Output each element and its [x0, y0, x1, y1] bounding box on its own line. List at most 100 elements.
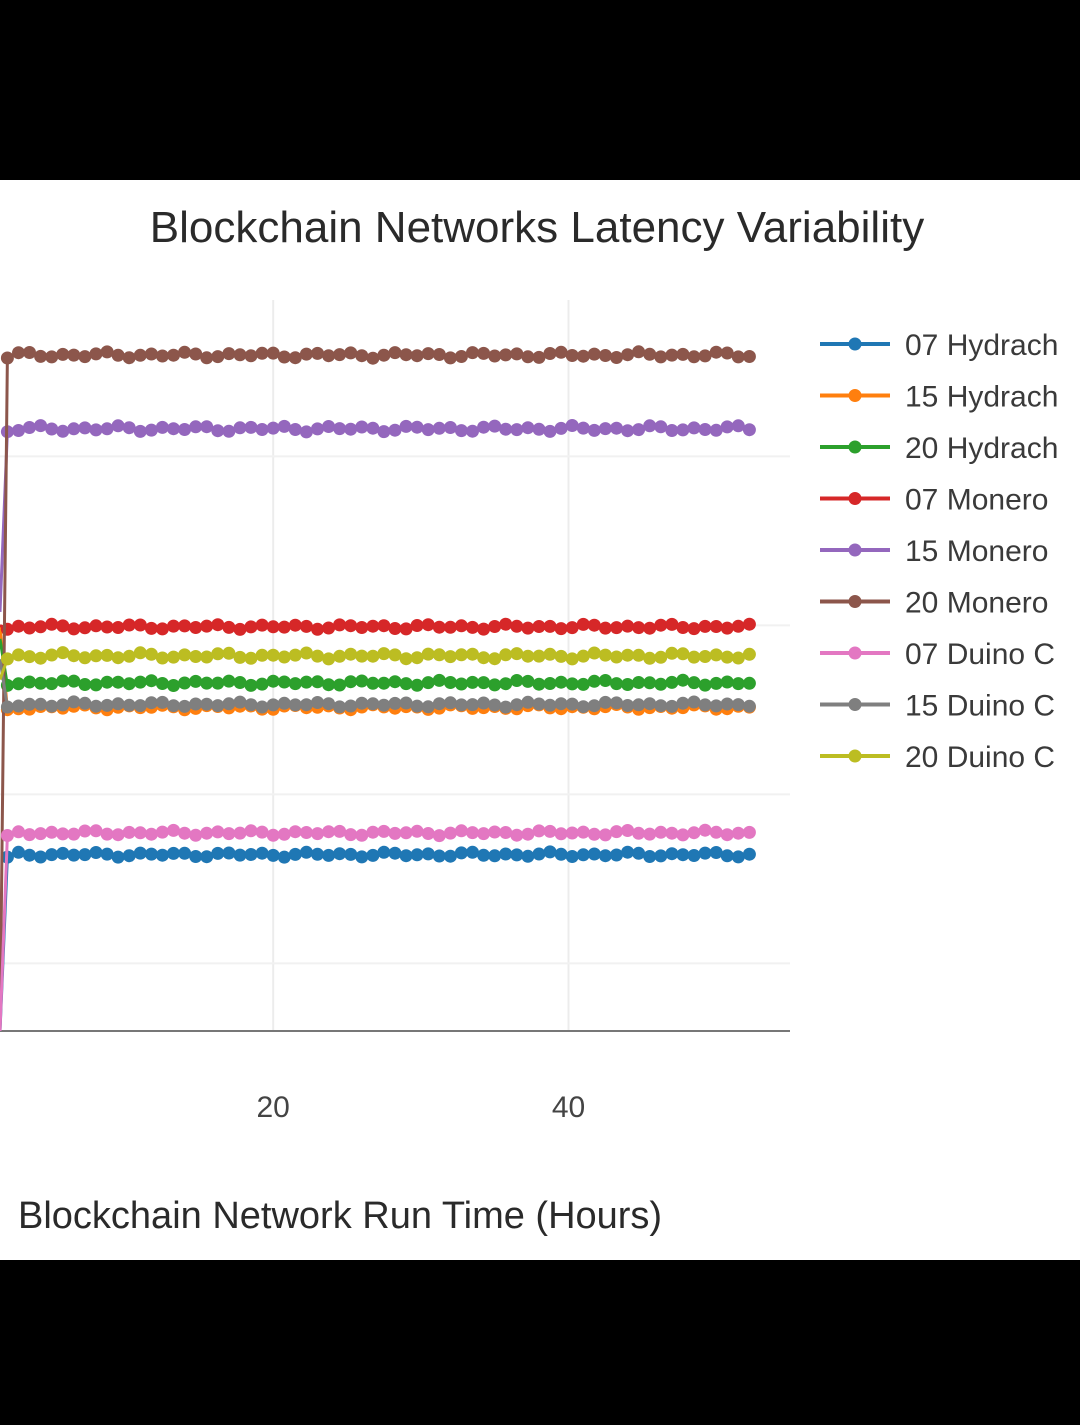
data-point	[665, 847, 679, 861]
data-point	[167, 650, 180, 664]
data-point	[56, 646, 70, 660]
data-point	[576, 649, 590, 663]
data-point	[610, 825, 623, 839]
data-point	[576, 617, 590, 631]
data-point	[565, 349, 579, 362]
legend-item-20-hydrach[interactable]: 20 Hydrach	[820, 432, 1058, 465]
data-point	[477, 346, 491, 360]
data-point	[499, 847, 513, 861]
data-point	[122, 825, 136, 839]
data-point	[543, 347, 557, 360]
data-point	[665, 424, 679, 437]
data-point	[34, 850, 48, 864]
data-point	[255, 846, 269, 860]
data-point	[255, 677, 269, 691]
data-point	[610, 848, 623, 862]
data-point	[576, 421, 590, 435]
data-point	[543, 647, 557, 661]
data-point	[421, 700, 435, 714]
data-point	[344, 847, 358, 861]
data-point	[532, 620, 546, 633]
data-point	[621, 619, 635, 633]
data-point	[543, 619, 557, 633]
data-point	[676, 347, 690, 361]
data-point	[510, 647, 524, 661]
data-point	[266, 346, 280, 360]
data-point	[643, 827, 657, 841]
data-point	[466, 845, 479, 859]
data-point	[244, 678, 258, 692]
data-point	[233, 695, 247, 709]
legend-item-20-monero[interactable]: 20 Monero	[820, 587, 1048, 620]
data-point	[222, 846, 236, 860]
x-axis-title: Blockchain Network Run Time (Hours)	[18, 1195, 662, 1237]
data-point	[12, 648, 25, 662]
data-point	[421, 676, 435, 690]
data-point	[565, 621, 579, 635]
data-point	[443, 826, 457, 840]
data-point	[554, 827, 568, 841]
data-point	[676, 673, 690, 687]
legend-label: 15 Hydrach	[905, 381, 1058, 414]
data-point	[731, 350, 745, 364]
legend-item-15-duino-c[interactable]: 15 Duino C	[820, 690, 1055, 723]
legend-item-07-hydrach[interactable]: 07 Hydrach	[820, 329, 1058, 362]
data-point	[178, 846, 192, 860]
data-point	[56, 827, 70, 841]
data-point	[598, 849, 612, 863]
data-point	[89, 649, 103, 663]
data-point	[45, 617, 59, 631]
data-point	[709, 620, 723, 633]
data-point	[322, 678, 336, 692]
data-point	[643, 697, 657, 711]
legend-item-20-duino-c[interactable]: 20 Duino C	[820, 741, 1055, 774]
data-point	[598, 674, 612, 687]
legend[interactable]: 07 Hydrach 15 Hydrach 20 Hydrach 07 Monero 1…	[820, 329, 1058, 774]
data-point	[377, 348, 391, 362]
data-point	[598, 695, 612, 709]
data-point	[244, 698, 258, 712]
data-point	[233, 826, 247, 840]
data-point	[388, 675, 402, 689]
data-point	[720, 621, 734, 635]
legend-item-07-monero[interactable]: 07 Monero	[820, 484, 1048, 517]
data-point	[687, 350, 701, 364]
data-point	[632, 648, 646, 662]
data-point	[100, 422, 114, 436]
data-point	[111, 419, 125, 433]
data-point	[344, 699, 358, 713]
data-point	[499, 826, 513, 839]
legend-swatch-marker	[848, 492, 862, 505]
legend-item-15-hydrach[interactable]: 15 Hydrach	[820, 381, 1058, 414]
legend-item-07-duino-c[interactable]: 07 Duino C	[820, 638, 1055, 671]
data-point	[654, 350, 668, 364]
data-point	[366, 619, 380, 633]
data-point	[488, 825, 502, 839]
data-point	[56, 698, 70, 712]
data-point	[477, 827, 491, 841]
data-point	[12, 699, 25, 713]
data-point	[432, 697, 446, 711]
data-point	[432, 620, 446, 634]
data-point	[388, 346, 402, 360]
data-point	[654, 849, 668, 863]
data-point	[709, 345, 723, 359]
data-point	[532, 824, 546, 838]
data-point	[709, 699, 723, 713]
data-point	[211, 618, 225, 632]
data-point	[698, 423, 712, 436]
data-point	[421, 618, 435, 632]
data-point	[610, 621, 623, 635]
data-point	[167, 619, 180, 633]
data-point	[554, 345, 568, 359]
data-point	[720, 420, 734, 434]
data-point	[78, 651, 92, 665]
legend-swatch-marker	[848, 646, 862, 660]
data-point	[89, 699, 103, 713]
data-point	[266, 648, 280, 662]
data-point	[421, 647, 435, 661]
data-point	[443, 421, 457, 434]
data-point	[554, 622, 568, 636]
data-point	[12, 346, 25, 360]
legend-item-15-monero[interactable]: 15 Monero	[820, 535, 1048, 568]
